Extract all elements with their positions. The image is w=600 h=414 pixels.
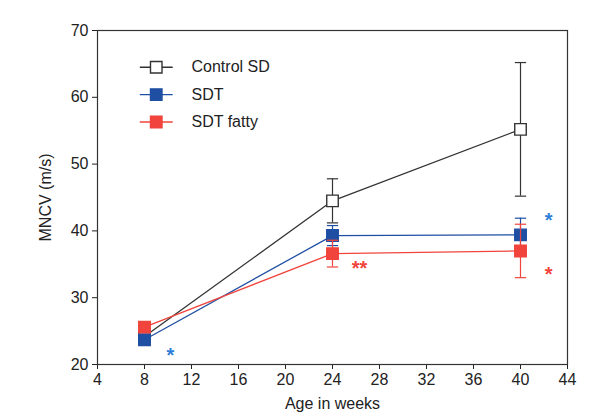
svg-text:70: 70 — [71, 22, 89, 39]
svg-text:Control SD: Control SD — [192, 58, 270, 75]
svg-text:MNCV (m/s): MNCV (m/s) — [37, 154, 54, 242]
svg-text:*: * — [545, 263, 553, 285]
svg-text:Age in weeks: Age in weeks — [285, 395, 380, 412]
svg-text:36: 36 — [465, 371, 483, 388]
svg-text:50: 50 — [71, 155, 89, 172]
svg-text:4: 4 — [93, 371, 102, 388]
svg-text:60: 60 — [71, 88, 89, 105]
svg-text:8: 8 — [140, 371, 149, 388]
svg-text:20: 20 — [71, 356, 89, 373]
svg-text:32: 32 — [418, 371, 436, 388]
svg-text:40: 40 — [512, 371, 530, 388]
svg-text:40: 40 — [71, 222, 89, 239]
svg-text:12: 12 — [183, 371, 201, 388]
svg-text:16: 16 — [230, 371, 248, 388]
svg-text:20: 20 — [277, 371, 295, 388]
svg-text:SDT: SDT — [192, 86, 224, 103]
svg-text:30: 30 — [71, 289, 89, 306]
svg-text:*: * — [166, 344, 174, 366]
svg-text:**: ** — [352, 257, 368, 279]
svg-text:44: 44 — [559, 371, 577, 388]
svg-text:24: 24 — [324, 371, 342, 388]
svg-text:SDT fatty: SDT fatty — [192, 113, 258, 130]
svg-text:*: * — [545, 209, 553, 231]
svg-text:28: 28 — [371, 371, 389, 388]
